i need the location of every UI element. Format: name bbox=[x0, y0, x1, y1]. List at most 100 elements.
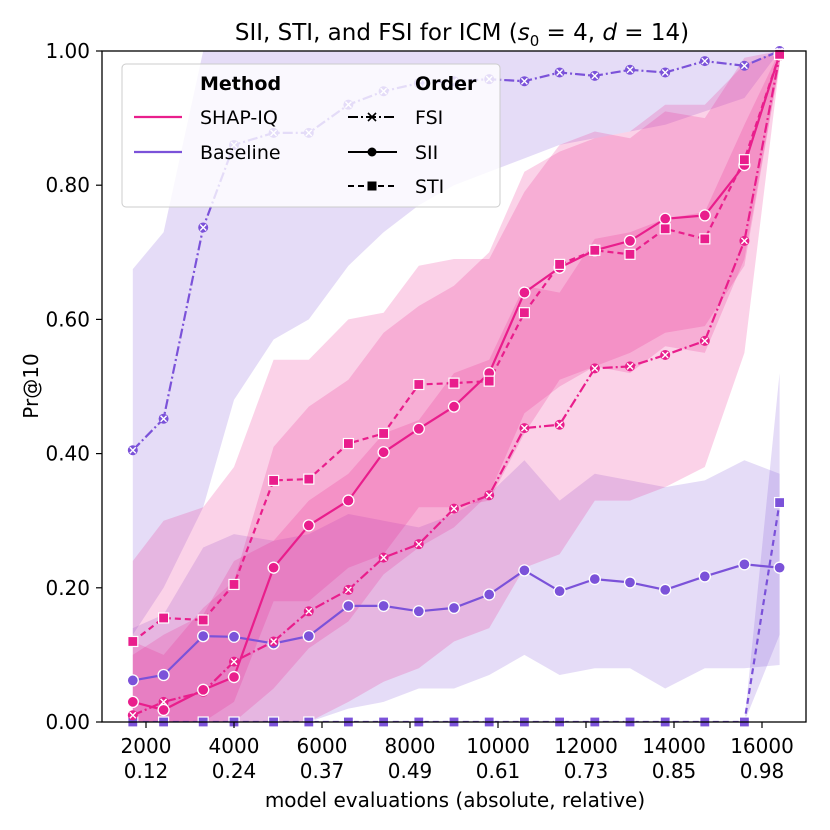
x-tick-label: 4000 bbox=[209, 734, 260, 758]
shap-iq-fsi-point bbox=[519, 423, 530, 434]
legend-sti-marker bbox=[367, 181, 377, 191]
plot-frame bbox=[101, 50, 807, 723]
shap-iq-fsi-point bbox=[413, 539, 424, 550]
y-tick-label: 0.40 bbox=[45, 442, 90, 466]
shap-iq-sti-point bbox=[303, 473, 315, 485]
shap-iq-sii-point bbox=[126, 695, 139, 709]
shap-iq-sti-point bbox=[197, 614, 209, 626]
x-tick-relative-label: 0.49 bbox=[388, 759, 433, 783]
legend-box bbox=[121, 63, 501, 208]
shap-iq-fsi-point bbox=[554, 419, 565, 430]
baseline-fsi-point bbox=[660, 67, 671, 78]
shap-iq-sii-point bbox=[157, 703, 170, 717]
shap-iq-sii-point bbox=[227, 670, 241, 684]
shap-iq-sti-point bbox=[624, 248, 636, 260]
shap-iq-fsi-point bbox=[343, 584, 354, 595]
baseline-sii-point bbox=[659, 583, 672, 596]
shap-iq-sti-point bbox=[518, 307, 531, 319]
shap-iq-sti-point bbox=[483, 375, 495, 387]
legend-sti-label: STI bbox=[415, 176, 444, 198]
shap-iq-fsi-point bbox=[127, 710, 138, 721]
shap-iq-sti-point bbox=[413, 378, 425, 391]
y-axis-label: Pr@10 bbox=[19, 353, 43, 418]
y-tick-label: 0.60 bbox=[45, 307, 90, 331]
shap-iq-fsi-point bbox=[268, 636, 279, 647]
shap-iq-sii-point bbox=[267, 561, 280, 574]
baseline-fsi-point bbox=[198, 222, 209, 233]
shap-iq-sii-point bbox=[197, 683, 210, 696]
x-tick-relative-label: 0.85 bbox=[652, 759, 697, 783]
baseline-sii-point bbox=[623, 576, 637, 589]
shap-iq-sii-point bbox=[698, 209, 711, 222]
x-tick-label: 12000 bbox=[554, 734, 618, 758]
baseline-sii-point bbox=[738, 558, 751, 571]
baseline-fsi-point bbox=[699, 56, 710, 67]
baseline-fsi-point bbox=[127, 445, 138, 456]
shap-iq-sti-point bbox=[699, 233, 711, 245]
baseline-fsi-point bbox=[625, 64, 635, 75]
x-tick-label: 6000 bbox=[297, 734, 348, 758]
x-tick-label: 14000 bbox=[642, 734, 706, 758]
shap-iq-fsi-point bbox=[449, 503, 459, 514]
x-tick-relative-label: 0.98 bbox=[740, 759, 785, 783]
y-axis-ticks: 0.00 0.20 0.40 0.60 0.80 1.00 bbox=[45, 39, 102, 734]
y-tick-label: 0.80 bbox=[45, 173, 90, 197]
x-tick-relative-label: 0.73 bbox=[564, 759, 609, 783]
shap-iq-fsi-point bbox=[229, 656, 239, 667]
shap-iq-sti-point bbox=[773, 48, 786, 60]
y-tick-label: 0.00 bbox=[45, 710, 90, 734]
y-tick-label: 0.20 bbox=[45, 576, 90, 600]
baseline-fsi-point bbox=[554, 67, 565, 78]
legend-fsi-marker bbox=[367, 112, 377, 122]
legend-fsi-label: FSI bbox=[415, 107, 443, 129]
shap-iq-sti-point bbox=[738, 154, 751, 166]
shap-iq-sti-point bbox=[553, 258, 566, 270]
shap-iq-fsi-point bbox=[378, 552, 389, 563]
legend-order-title: Order bbox=[415, 73, 477, 95]
chart-title: SII, STI, and FSI for ICM (s0 = 4, d = 1… bbox=[235, 20, 689, 50]
shap-iq-fsi-point bbox=[303, 606, 314, 617]
baseline-fsi-point bbox=[589, 70, 600, 81]
baseline-sii-point bbox=[698, 570, 711, 583]
baseline-sii-point bbox=[227, 630, 241, 643]
baseline-sii-point bbox=[553, 585, 566, 598]
baseline-sii-point bbox=[483, 588, 496, 601]
shap-iq-sii-point bbox=[342, 494, 355, 507]
baseline-sii-point bbox=[447, 601, 461, 615]
baseline-sii-point bbox=[197, 629, 210, 643]
shap-iq-fsi-point bbox=[699, 335, 710, 346]
x-axis-label: model evaluations (absolute, relative) bbox=[265, 788, 645, 812]
x-tick-relative-label: 0.37 bbox=[300, 759, 345, 783]
baseline-sii-point bbox=[342, 599, 355, 613]
baseline-sii-point bbox=[157, 668, 170, 682]
baseline-sii-band bbox=[132, 460, 780, 722]
legend-sii-label: SII bbox=[415, 142, 438, 164]
baseline-sti-point bbox=[773, 496, 786, 509]
shap-iq-sii-point bbox=[377, 446, 390, 459]
baseline-sii-point bbox=[773, 561, 786, 574]
shap-iq-sii-point bbox=[302, 519, 315, 532]
shap-iq-fsi-point bbox=[484, 490, 495, 501]
baseline-sii-point bbox=[302, 629, 315, 643]
x-tick-relative-label: 0.61 bbox=[476, 759, 521, 783]
baseline-fsi-point bbox=[519, 76, 530, 87]
y-tick-label: 1.00 bbox=[45, 39, 90, 63]
baseline-sii-point bbox=[518, 564, 531, 577]
x-tick-relative-label: 0.24 bbox=[212, 759, 257, 783]
baseline-sii-point bbox=[588, 572, 601, 586]
shap-iq-sti-point bbox=[268, 474, 280, 487]
shap-iq-fsi-point bbox=[625, 361, 635, 372]
shap-iq-sii-point bbox=[518, 286, 531, 299]
shap-iq-fsi-point bbox=[589, 363, 600, 374]
shap-iq-sii-point bbox=[623, 234, 637, 248]
shap-iq-sti-point bbox=[127, 635, 139, 648]
baseline-sii-point bbox=[377, 599, 390, 613]
x-tick-label: 16000 bbox=[730, 734, 794, 758]
baseline-fsi-point bbox=[158, 413, 169, 424]
shap-iq-sii-point bbox=[659, 212, 672, 225]
shap-iq-sti-point bbox=[659, 223, 671, 235]
legend-baseline-label: Baseline bbox=[200, 142, 281, 164]
legend-shapiq-label: SHAP-IQ bbox=[200, 107, 278, 129]
